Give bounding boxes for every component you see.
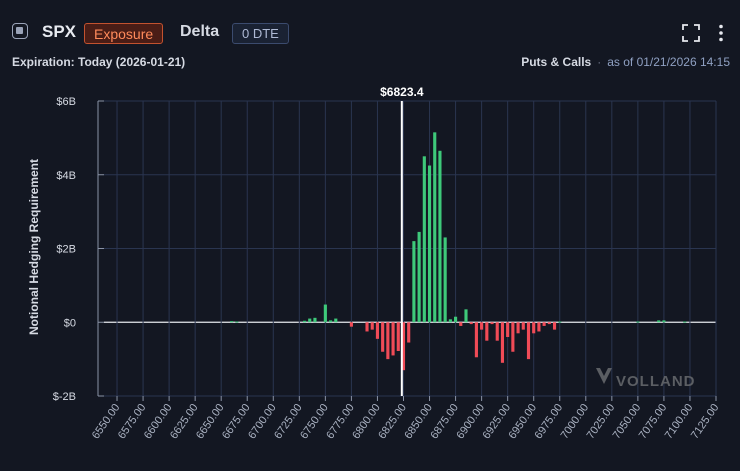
- bar: [537, 322, 541, 332]
- bar: [349, 322, 353, 327]
- expiration-label: Expiration: Today (2026-01-21): [12, 55, 186, 69]
- bar: [230, 321, 234, 323]
- y-tick-label: $2B: [56, 244, 76, 256]
- delta-exposure-chart: $-2B$0$2B$4B$6B6550.006575.006600.006625…: [27, 85, 721, 441]
- bar: [313, 317, 317, 323]
- more-vertical-icon[interactable]: [714, 24, 728, 42]
- bar: [511, 322, 515, 352]
- bar: [500, 322, 505, 363]
- watermark-text: VOLLAND: [616, 373, 696, 390]
- bar: [485, 322, 489, 341]
- as-of-timestamp: as of 01/21/2026 14:15: [607, 55, 730, 69]
- bar: [459, 322, 463, 326]
- bar: [329, 320, 333, 323]
- bar: [412, 241, 416, 323]
- bar: [506, 322, 510, 337]
- bar: [547, 322, 551, 325]
- bar: [480, 322, 484, 330]
- bar: [490, 322, 494, 325]
- spot-label: $6823.4: [380, 85, 424, 99]
- y-tick-label: $0: [64, 317, 76, 329]
- meta-info: Puts & Calls · as of 01/21/2026 14:15: [521, 55, 730, 69]
- symbol-label[interactable]: SPX: [42, 22, 77, 41]
- bar: [516, 322, 520, 334]
- bar: [464, 309, 468, 323]
- bar: [334, 318, 338, 323]
- bar: [308, 318, 312, 323]
- bar: [235, 321, 239, 323]
- bar: [443, 237, 447, 323]
- y-tick-label: $4B: [56, 170, 76, 182]
- bar: [657, 320, 661, 323]
- bar: [683, 321, 687, 323]
- symbol-selector-icon[interactable]: [12, 23, 28, 39]
- bar: [532, 322, 536, 334]
- bar: [521, 322, 525, 330]
- header: SPX Exposure Delta 0 DTE: [0, 0, 740, 62]
- metric-label[interactable]: Delta: [180, 23, 220, 40]
- bar: [448, 319, 452, 323]
- bar: [662, 320, 666, 323]
- bar: [438, 150, 442, 323]
- bar: [323, 304, 327, 323]
- exposure-badge[interactable]: Exposure: [84, 23, 164, 44]
- bar: [469, 322, 473, 325]
- bar: [542, 322, 546, 326]
- bar: [302, 320, 307, 323]
- bar: [407, 322, 411, 343]
- bar: [552, 322, 557, 330]
- bar: [422, 156, 426, 323]
- bar: [454, 316, 458, 323]
- volland-watermark: VOLLAND: [596, 368, 696, 390]
- bar: [474, 322, 478, 358]
- bar: [526, 322, 531, 360]
- puts-calls-filter[interactable]: Puts & Calls: [521, 55, 592, 69]
- chart-bars: [230, 132, 687, 371]
- fullscreen-icon[interactable]: [682, 24, 700, 42]
- meta-separator: ·: [597, 55, 602, 69]
- bar: [370, 322, 374, 330]
- y-tick-label: $6B: [56, 96, 76, 108]
- spot-marker: $6823.4: [380, 85, 424, 396]
- bar: [391, 322, 395, 356]
- bar: [636, 321, 640, 323]
- y-tick-label: $-2B: [53, 391, 76, 403]
- bar: [495, 322, 499, 341]
- bar: [375, 322, 380, 339]
- bar: [365, 322, 369, 332]
- bar: [386, 322, 390, 360]
- bar: [381, 322, 385, 352]
- bar: [427, 165, 432, 323]
- volland-logo-icon: [596, 368, 612, 384]
- bar: [401, 322, 406, 371]
- bar: [433, 132, 437, 323]
- bar: [417, 231, 421, 323]
- dte-badge[interactable]: 0 DTE: [232, 23, 289, 44]
- y-axis-label: Notional Hedging Requirement: [27, 159, 41, 335]
- chart-grid: [104, 100, 717, 397]
- bar: [396, 322, 400, 352]
- bar: [558, 321, 562, 323]
